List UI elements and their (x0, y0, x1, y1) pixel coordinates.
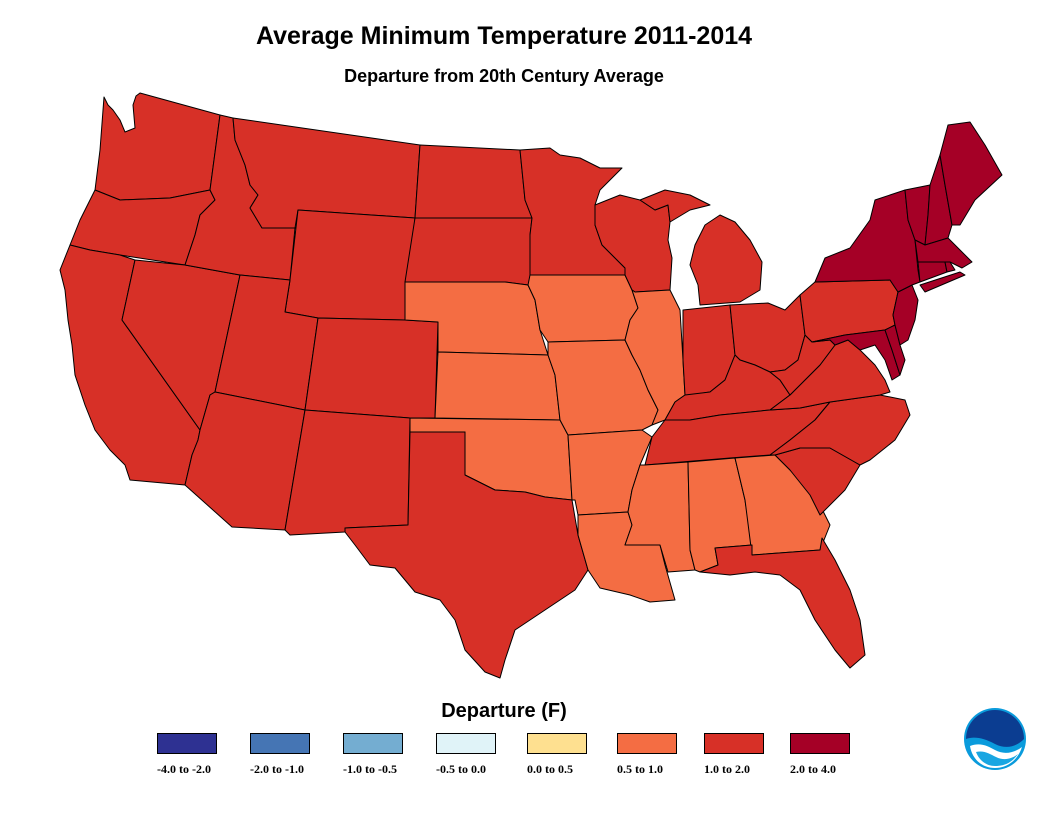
state-ND (414, 144, 533, 219)
state-WA (94, 92, 221, 201)
legend-swatch (790, 733, 850, 754)
legend-swatch (527, 733, 587, 754)
legend-swatch (436, 733, 496, 754)
legend-swatch (250, 733, 310, 754)
legend-swatch (343, 733, 403, 754)
map-subtitle: Departure from 20th Century Average (344, 66, 664, 86)
legend-item: -1.0 to -0.5 (343, 733, 433, 777)
legend-swatch (704, 733, 764, 754)
legend-swatch (157, 733, 217, 754)
noaa-logo-bird (966, 710, 1024, 747)
state-NM (284, 409, 411, 536)
state-IL (624, 289, 686, 426)
legend-item: -4.0 to -2.0 (157, 733, 247, 777)
state-IA (527, 274, 639, 343)
legend-label: 0.0 to 0.5 (527, 762, 573, 776)
legend-label: -2.0 to -1.0 (250, 762, 304, 776)
state-SD (404, 217, 536, 286)
state-NJ (892, 284, 919, 346)
legend-label: 2.0 to 4.0 (790, 762, 836, 776)
state-MI (639, 189, 763, 306)
legend-label: -4.0 to -2.0 (157, 762, 211, 776)
map-title: Average Minimum Temperature 2011-2014 (255, 22, 753, 50)
legend: -4.0 to -2.0 -2.0 to -1.0 -1.0 to -0.5 -… (157, 733, 857, 783)
legend-item: 0.5 to 1.0 (617, 733, 707, 777)
us-states-map (59, 92, 1003, 679)
state-KS (434, 351, 561, 421)
legend-item: -0.5 to 0.0 (436, 733, 526, 777)
state-RI (944, 261, 956, 273)
state-TX (344, 431, 589, 679)
state-NC (769, 394, 911, 466)
state-CO (304, 317, 439, 419)
legend-item: 1.0 to 2.0 (704, 733, 794, 777)
legend-item: -2.0 to -1.0 (250, 733, 340, 777)
legend-label: 0.5 to 1.0 (617, 762, 663, 776)
legend-title: Departure (F) (441, 700, 567, 722)
legend-item: 0.0 to 0.5 (527, 733, 617, 777)
noaa-logo (964, 708, 1026, 770)
legend-item: 2.0 to 4.0 (790, 733, 880, 777)
state-WY (284, 209, 416, 321)
state-FL (699, 537, 866, 669)
legend-label: 1.0 to 2.0 (704, 762, 750, 776)
legend-swatch (617, 733, 677, 754)
state-ME (939, 121, 1003, 226)
noaa-logo-water (976, 751, 1018, 766)
legend-label: -1.0 to -0.5 (343, 762, 397, 776)
legend-label: -0.5 to 0.0 (436, 762, 486, 776)
state-NE (404, 281, 549, 356)
